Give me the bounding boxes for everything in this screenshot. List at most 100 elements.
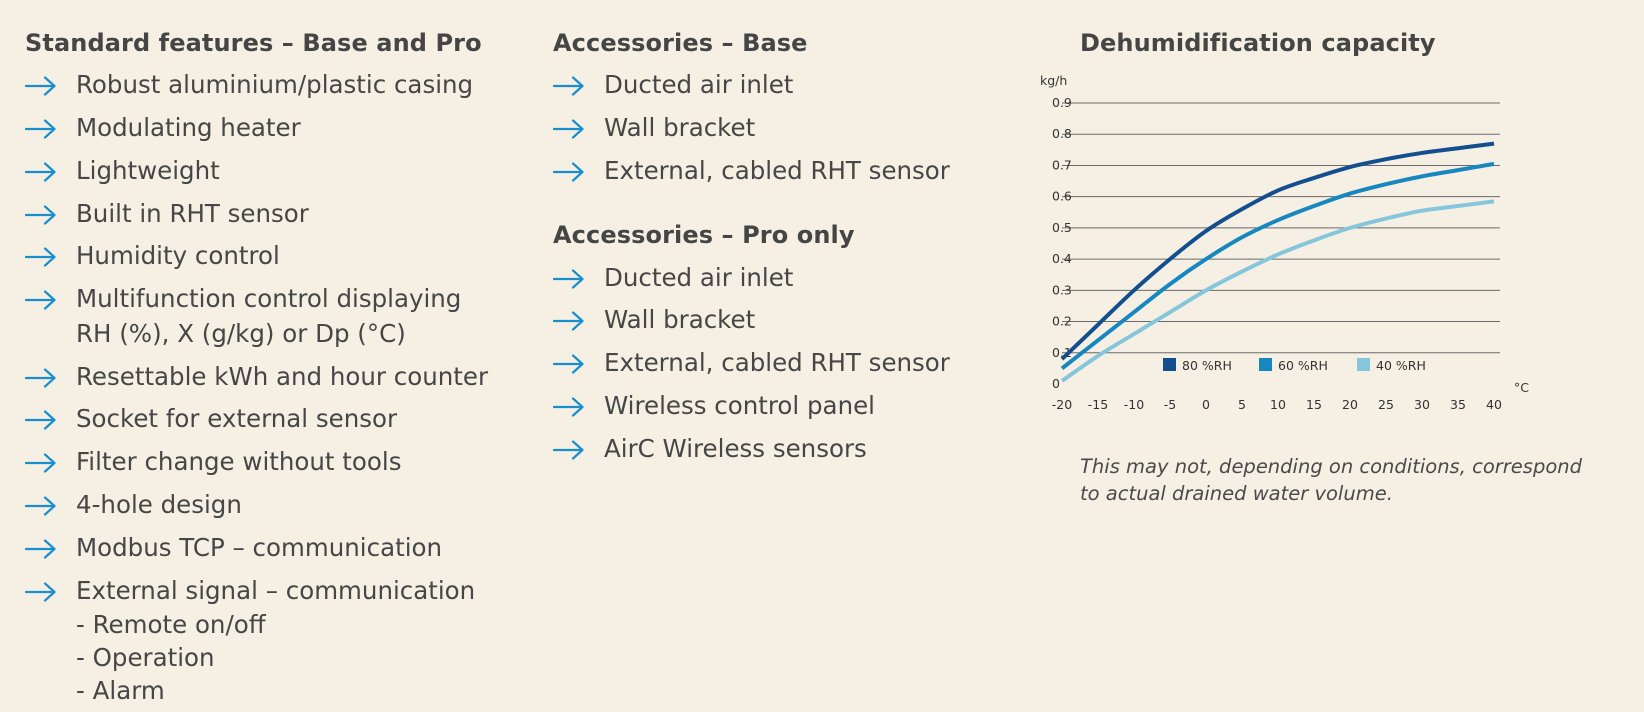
list-item: Robust aluminium/plastic casing <box>25 68 515 103</box>
series-line-60rh <box>1060 161 1495 370</box>
list-item-label: Ducted air inlet <box>604 262 794 292</box>
list-item-label: Humidity control <box>76 241 280 271</box>
list-item-label: Socket for external sensor <box>76 404 398 434</box>
list-item-subline: - Remote on/off <box>76 610 266 640</box>
arrow-right-icon <box>553 311 584 332</box>
arrow-right-icon <box>25 581 56 602</box>
x-tick-label: 40 <box>1486 397 1502 412</box>
x-tick-label: 35 <box>1450 397 1466 412</box>
arrow-right-icon <box>25 162 56 182</box>
arrow-right-icon <box>25 76 56 96</box>
y-tick-label: 0.2 <box>1052 314 1072 329</box>
accessories-base-list: Ducted air inlet Wall bracket External, ca… <box>553 68 1023 188</box>
list-item: Wireless control panel <box>553 389 1023 424</box>
accessories-base-title: Accessories – Base <box>553 29 808 57</box>
list-item-label: Modbus TCP – communication <box>76 532 443 562</box>
legend-label: 80 %RH <box>1182 358 1232 373</box>
list-item: Lightweight <box>25 154 515 189</box>
x-tick-label: 25 <box>1378 397 1394 412</box>
dehumidification-chart: 00.10.20.30.40.50.60.70.80.9kg/h-20 -15 -1… <box>1040 73 1529 412</box>
y-tick-label: 0 <box>1052 376 1060 391</box>
arrow-right-icon <box>553 119 584 139</box>
list-item: Resettable kWh and hour counter <box>25 360 515 395</box>
list-item: Humidity control <box>25 239 515 274</box>
x-tick-label: 30 <box>1414 397 1430 412</box>
arrow-right-icon <box>553 354 584 374</box>
list-item: External, cabled RHT sensor <box>553 154 1023 189</box>
list-item-subline: - Alarm <box>76 676 165 706</box>
legend-label: 60 %RH <box>1278 358 1328 373</box>
arrow-right-icon <box>25 367 56 388</box>
list-item: Socket for external sensor <box>25 402 515 437</box>
list-item: 4-hole design <box>25 488 515 523</box>
chart-title: Dehumidification capacity <box>1080 29 1436 57</box>
list-item-label: Lightweight <box>76 155 220 185</box>
list-item-label: Wall bracket <box>604 113 756 143</box>
list-item-label: Built in RHT sensor <box>76 198 309 228</box>
arrow-right-icon <box>553 162 584 182</box>
list-item-subline: RH (%), X (g/kg) or Dp (°C) <box>76 318 406 348</box>
arrow-right-icon <box>25 290 56 310</box>
list-item: External signal – communication - Remote … <box>25 574 515 708</box>
x-axis-label: °C <box>1514 380 1529 395</box>
arrow-right-icon <box>25 119 56 139</box>
list-item: Ducted air inlet <box>553 261 1023 296</box>
arrow-right-icon <box>25 539 56 559</box>
list-item-label: Wireless control panel <box>604 391 875 421</box>
list-item: Filter change without tools <box>25 445 515 480</box>
x-tick-label: -10 <box>1124 397 1144 412</box>
x-tick-label: 20 <box>1342 397 1358 412</box>
list-item: Modbus TCP – communication <box>25 531 515 566</box>
list-item: Ducted air inlet <box>553 68 1023 103</box>
list-item: Wall bracket <box>553 303 1023 338</box>
list-item-label: Wall bracket <box>604 305 756 335</box>
list-item-label: Multifunction control displaying <box>76 284 462 314</box>
list-item-label: Robust aluminium/plastic casing <box>76 70 474 100</box>
chart-footnote: This may not, depending on conditions, c… <box>1080 455 1582 505</box>
arrow-right-icon <box>553 397 584 417</box>
list-item-label: Ducted air inlet <box>604 70 794 100</box>
y-tick-label: 0.3 <box>1052 282 1072 297</box>
list-item: Multifunction control displaying RH (%), … <box>25 282 515 351</box>
y-tick-label: 0.4 <box>1052 251 1072 266</box>
standard-features-list: Robust aluminium/plastic casing Modulatin… <box>25 68 515 707</box>
chart-section: Dehumidification capacity <box>1080 26 1640 60</box>
accessories-pro-list: Ducted air inlet Wall bracket External, ca… <box>553 261 1023 467</box>
legend-label: 40 %RH <box>1376 358 1426 373</box>
y-tick-label: 0.9 <box>1052 95 1072 110</box>
x-tick-label: -20 <box>1052 397 1072 412</box>
list-item: Built in RHT sensor <box>25 197 515 232</box>
x-tick-label: 0 <box>1202 397 1210 412</box>
standard-features-title: Standard features – Base and Pro <box>25 29 482 57</box>
x-tick-label: 15 <box>1306 397 1322 412</box>
legend-swatch <box>1259 358 1272 371</box>
y-tick-label: 0.6 <box>1052 189 1072 204</box>
list-item-label: External, cabled RHT sensor <box>604 348 950 378</box>
arrow-right-icon <box>25 496 56 516</box>
arrow-right-icon <box>25 410 56 430</box>
x-tick-label: 5 <box>1238 397 1246 412</box>
y-axis-label: kg/h <box>1040 73 1067 88</box>
x-tick-label: -5 <box>1164 397 1176 412</box>
accessories-section: Accessories – Base Ducted air inlet Wall … <box>553 26 1023 466</box>
arrow-right-icon <box>553 269 584 289</box>
list-item-label: 4-hole design <box>76 489 242 519</box>
arrow-right-icon <box>553 440 584 460</box>
list-item-label: Filter change without tools <box>76 447 402 477</box>
x-tick-label: 10 <box>1270 397 1286 412</box>
list-item: Modulating heater <box>25 111 515 146</box>
legend-swatch <box>1163 358 1176 371</box>
arrow-right-icon <box>25 247 56 268</box>
legend-swatch <box>1357 358 1370 371</box>
arrow-right-icon <box>553 76 584 96</box>
arrow-right-icon <box>25 205 56 225</box>
list-item-label: External signal – communication <box>76 575 476 605</box>
y-tick-label: 0.5 <box>1052 220 1072 235</box>
list-item-label: Resettable kWh and hour counter <box>76 361 489 391</box>
series-line-80rh <box>1060 141 1495 361</box>
list-item: Wall bracket <box>553 111 1023 146</box>
series-line-40rh <box>1060 199 1495 383</box>
list-item-label: AirC Wireless sensors <box>604 433 867 463</box>
list-item: External, cabled RHT sensor <box>553 346 1023 381</box>
arrow-right-icon <box>25 453 56 473</box>
